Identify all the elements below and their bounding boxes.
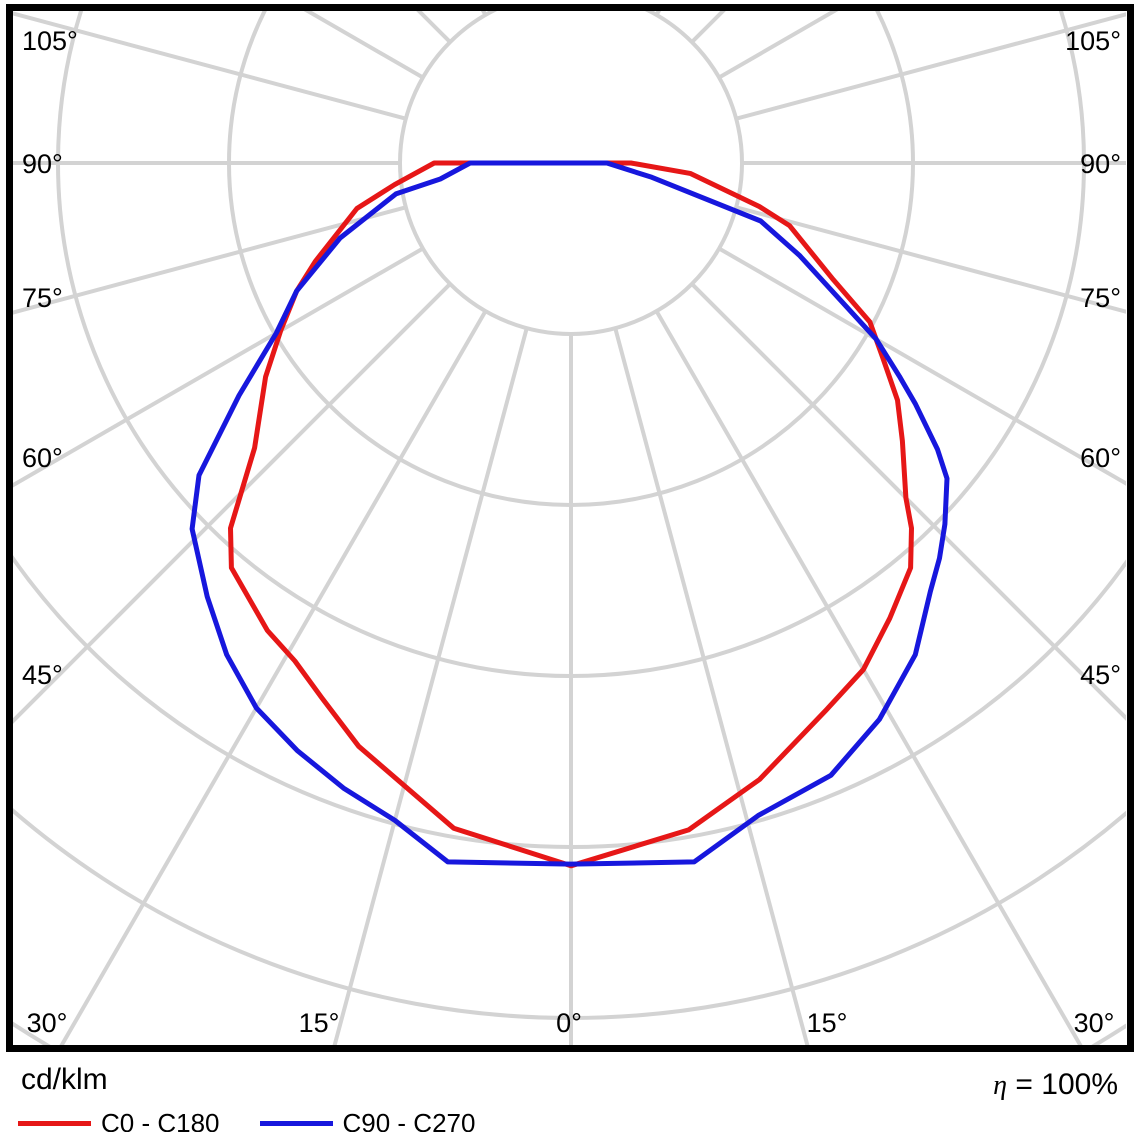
grid-spoke-15: [613, 327, 810, 1045]
legend-swatch-c90-c270: [259, 1121, 333, 1126]
grid-spoke--60: [13, 246, 424, 488]
grid-spoke--45: [13, 282, 452, 724]
angle-label-bottom-0-30°: 30°: [27, 1008, 68, 1038]
angle-label-left-90°: 90°: [22, 149, 63, 179]
units-label: cd/klm: [21, 1063, 108, 1096]
legend-item-c90-c270: C90 - C270: [259, 1108, 476, 1132]
angle-label-bottom-3-15°: 15°: [807, 1008, 848, 1038]
intensity-curve-c90-c270: [189, 160, 950, 867]
eta-equals: =: [1015, 1068, 1033, 1101]
grid-spoke-75: [735, 205, 1126, 314]
angle-label-right-45°: 45°: [1080, 660, 1121, 690]
angle-label-right-60°: 60°: [1080, 443, 1121, 473]
grid-spoke--30: [59, 310, 488, 1045]
angle-label-right-90°: 90°: [1080, 149, 1121, 179]
efficiency-label: η = 100%: [993, 1068, 1118, 1102]
legend-swatch-c0-c180: [18, 1121, 91, 1126]
grid-spoke-30: [654, 310, 1083, 1045]
intensity-curve-c0-c180: [228, 160, 914, 869]
angle-label-bottom-4-30°: 30°: [1074, 1008, 1115, 1038]
grid-spoke--75: [13, 205, 407, 315]
grid-spoke-105: [735, 12, 1126, 121]
angle-label-bottom-1-15°: 15°: [299, 1008, 340, 1038]
grid-spoke-45: [690, 282, 1126, 721]
legend-label-c0-c180: C0 - C180: [101, 1108, 220, 1132]
grid-ring-1: [398, 11, 744, 336]
legend-label-c90-c270: C90 - C270: [342, 1108, 476, 1132]
angle-label-bottom-2-0°: 0°: [556, 1008, 582, 1038]
angle-label-left-105°: 105°: [22, 26, 78, 56]
grid-spoke-60: [718, 246, 1126, 486]
angle-label-left-45°: 45°: [22, 660, 63, 690]
legend-item-c0-c180: C0 - C180: [18, 1108, 220, 1132]
plot-border: [6, 4, 1134, 1052]
eta-number: 100%: [1041, 1068, 1118, 1101]
grid-spoke--15: [332, 327, 529, 1045]
legend: C0 - C180 C90 - C270: [18, 1108, 475, 1132]
angle-label-right-75°: 75°: [1080, 283, 1121, 313]
angle-label-left-75°: 75°: [22, 283, 63, 313]
angle-label-right-105°: 105°: [1065, 26, 1121, 56]
angle-label-left-60°: 60°: [22, 443, 63, 473]
eta-symbol: η: [993, 1070, 1008, 1101]
grid-spoke--105: [13, 11, 407, 121]
